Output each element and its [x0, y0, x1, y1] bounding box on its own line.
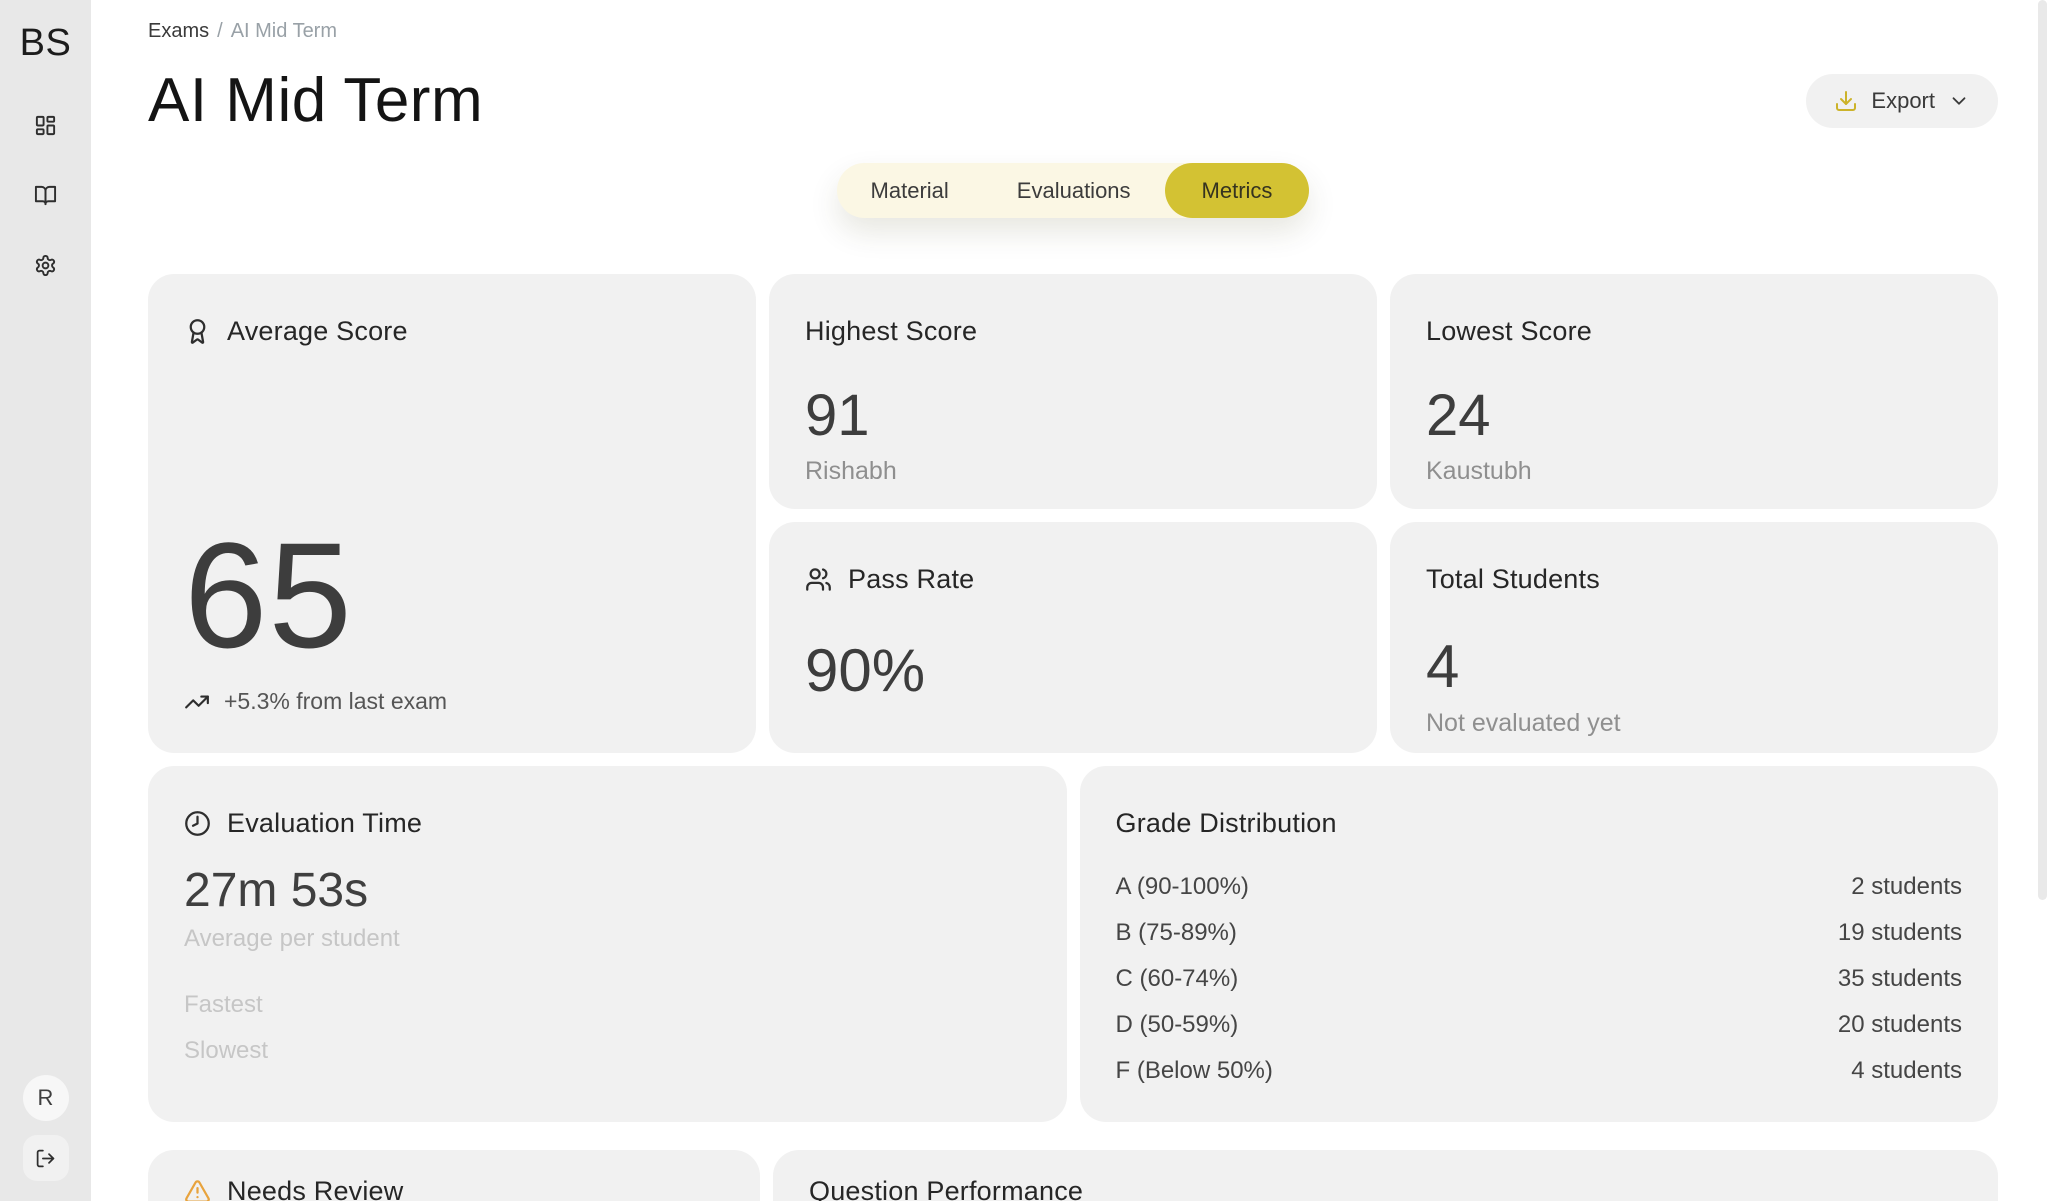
evaluation-time-subtitle: Average per student	[184, 925, 400, 953]
stats-grid: Average Score 65 +5.3% from last exam Hi…	[148, 274, 1998, 754]
award-icon	[184, 318, 211, 345]
page-title: AI Mid Term	[148, 66, 484, 135]
lowest-score-value: 24	[1426, 383, 1491, 449]
card-title: Evaluation Time	[227, 808, 423, 839]
tab-metrics[interactable]: Metrics	[1164, 163, 1310, 219]
dashboard-icon	[34, 114, 57, 137]
scrollbar-thumb[interactable]	[2038, 0, 2047, 900]
download-icon	[1834, 89, 1858, 113]
users-icon	[805, 566, 832, 593]
avatar[interactable]: R	[22, 1075, 69, 1121]
lowest-score-student: Kaustubh	[1426, 457, 1532, 486]
total-students-value: 4	[1426, 633, 1460, 701]
card-title: Highest Score	[805, 316, 978, 347]
grade-row-a: A (90-100%) 2 students	[1116, 875, 1963, 899]
grade-count: 4 students	[1851, 1057, 1962, 1085]
grade-distribution-card: Grade Distribution A (90-100%) 2 student…	[1079, 766, 1998, 1123]
grade-label: C (60-74%)	[1115, 965, 1239, 993]
average-score-value: 65	[184, 510, 353, 679]
grade-count: 2 students	[1851, 873, 1962, 901]
book-open-icon	[34, 184, 57, 207]
breadcrumb-separator: /	[217, 20, 223, 42]
grade-label: A (90-100%)	[1115, 873, 1249, 901]
breadcrumb: Exams / AI Mid Term	[148, 20, 1998, 43]
sidebar-item-courses[interactable]	[26, 175, 66, 215]
grade-row-f: F (Below 50%) 4 students	[1116, 1059, 1963, 1083]
grade-row-c: C (60-74%) 35 students	[1116, 967, 1963, 991]
highest-score-card: Highest Score 91 Rishabh	[769, 274, 1377, 510]
grade-distribution-list: A (90-100%) 2 students B (75-89%) 19 stu…	[1116, 875, 1963, 1083]
total-students-note: Not evaluated yet	[1426, 709, 1621, 738]
evaluation-time-card: Evaluation Time 27m 53s Average per stud…	[148, 766, 1067, 1123]
gear-icon	[34, 254, 57, 277]
sidebar-item-settings[interactable]	[26, 245, 66, 285]
export-button[interactable]: Export	[1806, 74, 1998, 129]
card-title: Lowest Score	[1426, 316, 1592, 347]
clock-icon	[184, 810, 211, 837]
chevron-down-icon	[1948, 90, 1970, 112]
breadcrumb-current: AI Mid Term	[230, 20, 338, 42]
grade-row-b: B (75-89%) 19 students	[1116, 921, 1963, 945]
card-title: Grade Distribution	[1115, 808, 1337, 839]
needs-review-card: Needs Review	[148, 1150, 760, 1201]
card-title: Average Score	[227, 316, 408, 347]
lowest-score-card: Lowest Score 24 Kaustubh	[1390, 274, 1998, 510]
tab-bar: Material Evaluations Metrics	[836, 163, 1310, 219]
breadcrumb-exams-link[interactable]: Exams	[148, 20, 210, 42]
highest-score-student: Rishabh	[805, 457, 897, 486]
sidebar: BS	[0, 0, 91, 1201]
logout-icon	[35, 1148, 56, 1169]
average-score-card: Average Score 65 +5.3% from last exam	[148, 274, 756, 754]
trending-up-icon	[184, 689, 210, 715]
pass-rate-value: 90%	[805, 637, 926, 705]
warning-triangle-icon	[184, 1178, 211, 1201]
scrollbar-track	[2036, 0, 2048, 1201]
grade-row-d: D (50-59%) 20 students	[1116, 1013, 1963, 1037]
grade-count: 20 students	[1837, 1011, 1962, 1039]
tab-material[interactable]: Material	[837, 163, 983, 218]
highest-score-value: 91	[805, 383, 870, 449]
evaluation-time-value: 27m 53s	[184, 864, 369, 918]
pass-rate-card: Pass Rate 90%	[769, 522, 1377, 754]
export-button-label: Export	[1871, 88, 1935, 114]
grade-label: D (50-59%)	[1115, 1011, 1239, 1039]
grade-count: 19 students	[1837, 919, 1962, 947]
card-title: Total Students	[1426, 564, 1600, 595]
detail-grid: Evaluation Time 27m 53s Average per stud…	[148, 766, 1998, 1123]
bottom-grid: Needs Review Question Performance	[148, 1150, 1998, 1201]
grade-count: 35 students	[1837, 965, 1962, 993]
main-content: Exams / AI Mid Term AI Mid Term Export M…	[91, 0, 2048, 1201]
tab-evaluations[interactable]: Evaluations	[983, 163, 1165, 218]
average-score-change: +5.3% from last exam	[224, 688, 448, 715]
grade-label: F (Below 50%)	[1115, 1057, 1273, 1085]
app-logo: BS	[19, 22, 72, 64]
fastest-label: Fastest	[184, 991, 263, 1019]
logout-button[interactable]	[22, 1135, 69, 1181]
card-title: Needs Review	[227, 1176, 404, 1201]
avatar-initial: R	[37, 1085, 54, 1110]
total-students-card: Total Students 4 Not evaluated yet	[1390, 522, 1998, 754]
slowest-label: Slowest	[184, 1037, 269, 1065]
card-title: Question Performance	[809, 1176, 1084, 1201]
sidebar-item-dashboard[interactable]	[26, 105, 66, 145]
sidebar-nav	[26, 105, 66, 285]
card-title: Pass Rate	[848, 564, 975, 595]
grade-label: B (75-89%)	[1115, 919, 1237, 947]
question-performance-card: Question Performance	[773, 1150, 1998, 1201]
